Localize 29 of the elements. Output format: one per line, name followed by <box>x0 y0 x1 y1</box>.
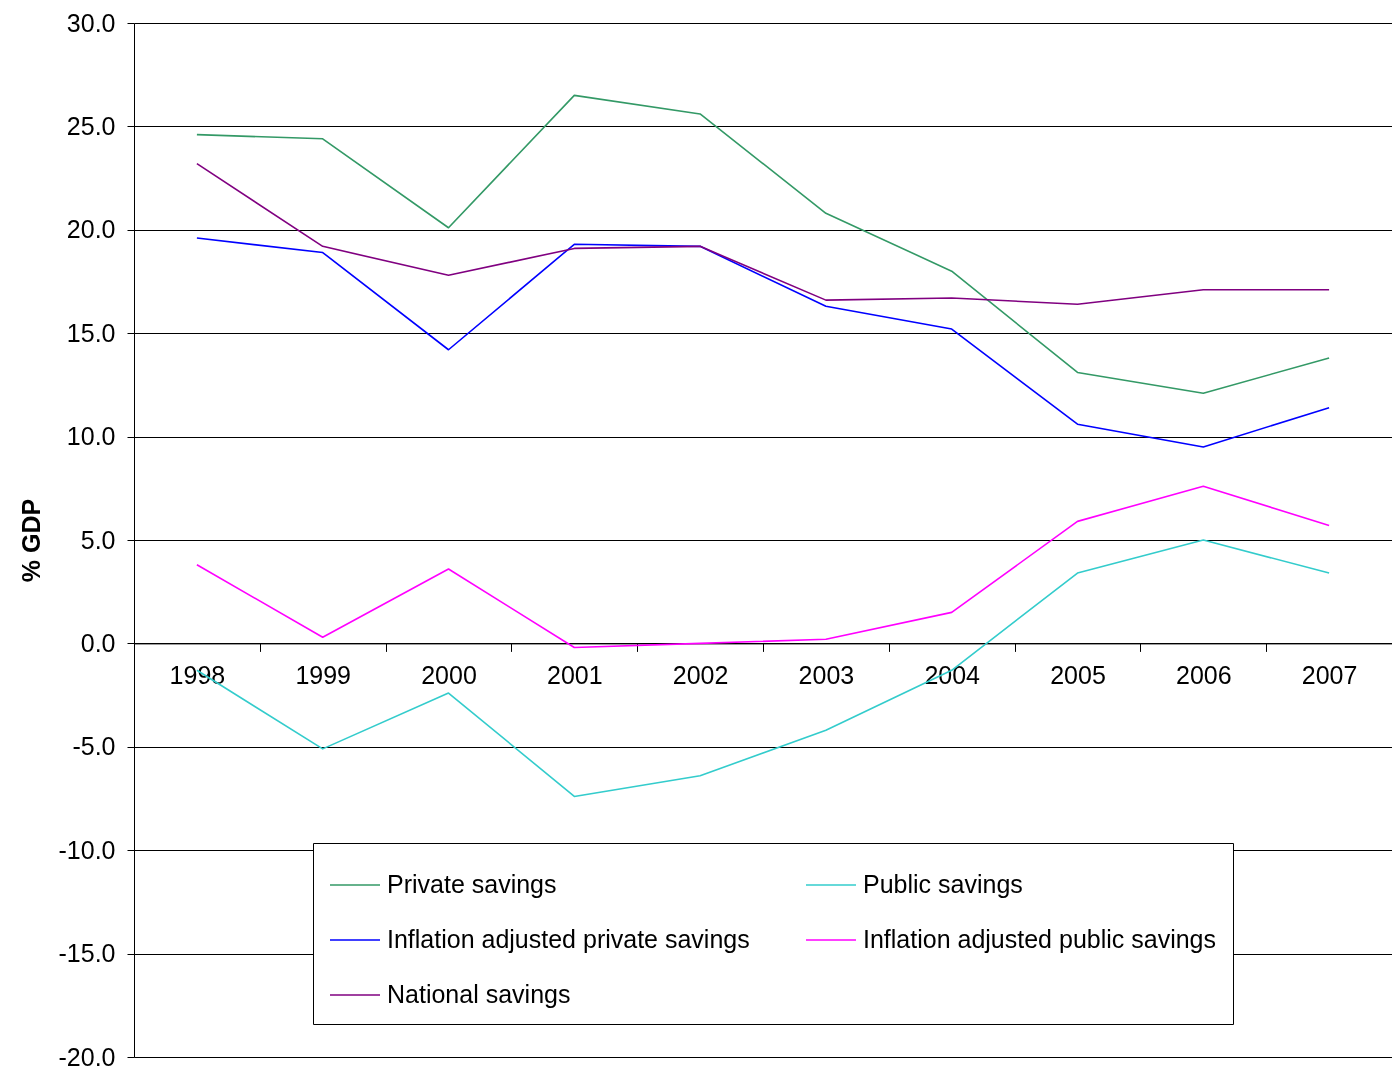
y-tick-label: 5.0 <box>80 525 116 554</box>
y-axis-title: % GDP <box>16 498 45 583</box>
y-tick-label: 25.0 <box>66 111 116 140</box>
line-series <box>196 94 1330 394</box>
line-series <box>196 485 1330 649</box>
line-series <box>196 162 1330 306</box>
x-tick-label: 2001 <box>546 660 603 689</box>
legend-label: National savings <box>387 980 571 1008</box>
y-tick-label: -5.0 <box>72 732 116 761</box>
legend-label: Public savings <box>863 870 1023 898</box>
x-tick-label: 2007 <box>1301 660 1358 689</box>
line-series <box>196 237 1330 448</box>
legend-label: Inflation adjusted private savings <box>387 925 750 953</box>
y-tick-label: 15.0 <box>66 318 116 347</box>
legend-label: Inflation adjusted public savings <box>863 925 1217 953</box>
x-tick-label: 2003 <box>798 660 855 689</box>
x-tick-label: 2002 <box>672 660 729 689</box>
y-tick-label: 30.0 <box>66 8 116 37</box>
legend-label: Private savings <box>387 870 557 898</box>
y-tick-label: -20.0 <box>58 1042 116 1069</box>
x-tick-label: 2005 <box>1050 660 1106 689</box>
y-tick-label: 20.0 <box>66 215 116 244</box>
y-tick-label: 0.0 <box>80 628 116 657</box>
y-tick-label: -10.0 <box>58 835 116 864</box>
x-tick-label: 1999 <box>295 660 352 689</box>
x-tick-label: 2000 <box>421 660 477 689</box>
x-tick-label: 2006 <box>1175 660 1232 689</box>
y-tick-label: -15.0 <box>58 939 116 968</box>
y-tick-label: 10.0 <box>66 422 116 451</box>
